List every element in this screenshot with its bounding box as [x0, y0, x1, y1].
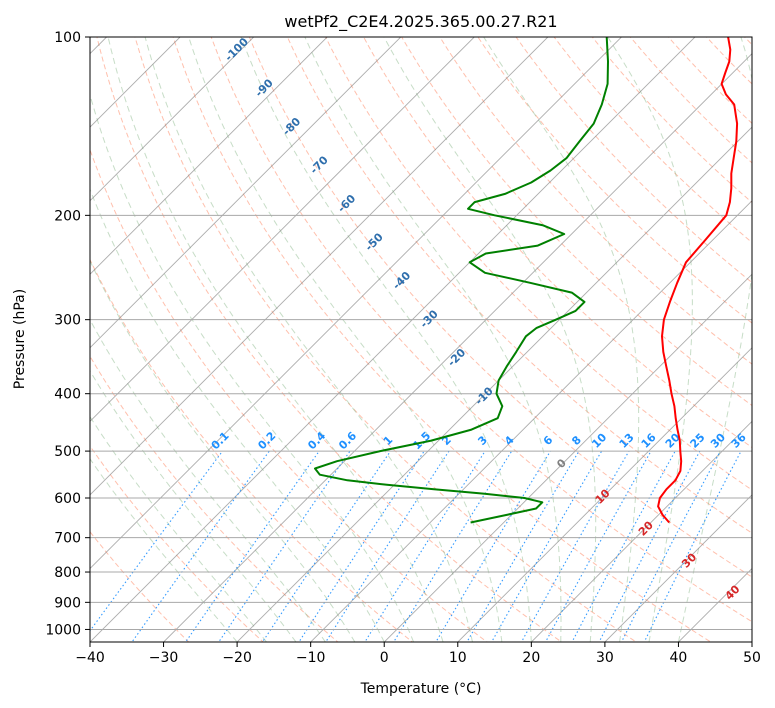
- moist-adiabat: [90, 415, 267, 642]
- mixing-ratio-line: [466, 450, 580, 642]
- moist-adiabat: [144, 37, 473, 642]
- mixing-ratio-line: [490, 450, 603, 642]
- moist-adiabat: [90, 318, 326, 642]
- dry-adiabat: [90, 258, 414, 642]
- moist-adiabat: [483, 37, 640, 642]
- isotherm: [90, 37, 549, 496]
- isotherm: [90, 37, 696, 642]
- x-axis-ticks: −40 −30 −20 −10 0 10 20 30 40 50: [75, 642, 761, 666]
- dry-adiabat: [248, 37, 752, 578]
- mixing-ratio-line: [298, 450, 425, 642]
- y-tick-label: 600: [54, 491, 81, 507]
- dry-adiabat: [172, 37, 712, 642]
- dry-adiabat: [286, 37, 752, 534]
- dry-adiabat: [134, 37, 638, 642]
- mixing-ratio-line: [131, 450, 270, 642]
- x-tick-label: 0: [380, 650, 389, 666]
- y-tick-label: 700: [54, 531, 81, 547]
- dry-adiabat: [553, 37, 752, 244]
- x-tick-label: 20: [522, 650, 540, 666]
- dry-adiabat: [90, 445, 264, 642]
- mixing-ratio-line: [184, 450, 320, 642]
- y-tick-label: 300: [54, 313, 81, 329]
- dry-adiabat: [667, 37, 752, 125]
- temperature-line: [657, 37, 739, 524]
- y-tick-label: 800: [54, 565, 81, 581]
- dry-adiabat: [324, 37, 752, 491]
- x-tick-label: −40: [75, 650, 105, 666]
- mixing-ratio-line: [643, 450, 742, 642]
- x-tick-label: 30: [596, 650, 614, 666]
- mixing-ratio-line: [325, 450, 450, 642]
- y-tick-label: 500: [54, 444, 81, 460]
- mixing-ratio-line: [218, 450, 351, 642]
- dry-adiabat: [90, 530, 190, 642]
- moist-adiabat: [90, 188, 385, 642]
- isotherm: [90, 37, 181, 128]
- x-tick-label: −10: [296, 650, 326, 666]
- moist-adiabat: [607, 37, 693, 642]
- y-tick-label: 900: [54, 595, 81, 611]
- reference-lines: [90, 37, 752, 642]
- isotherm: [90, 37, 623, 570]
- moist-adiabat: [240, 37, 532, 642]
- isotherm: [457, 347, 752, 642]
- x-axis-label: Temperature (°C): [360, 681, 482, 697]
- isotherm: [383, 273, 752, 642]
- isotherm: [90, 37, 255, 202]
- y-tick-label: 100: [54, 30, 81, 46]
- mixing-ratio-line: [544, 450, 652, 642]
- moist-adiabat: [107, 37, 444, 642]
- isotherm: [236, 126, 752, 642]
- y-tick-label: 1000: [45, 622, 81, 638]
- moist-adiabat: [383, 37, 597, 642]
- dry-adiabat: [477, 37, 752, 324]
- x-tick-label: 10: [449, 650, 467, 666]
- dry-adiabat: [96, 37, 563, 642]
- plot-frame: [89, 36, 753, 643]
- pressure-gridlines: [90, 37, 752, 630]
- moist-adiabat: [90, 369, 297, 642]
- dewpoint-line: [314, 37, 609, 524]
- isotherm: [90, 37, 328, 275]
- moist-adiabat: [90, 259, 356, 642]
- x-tick-label: −20: [222, 650, 252, 666]
- dry-adiabat: [90, 148, 488, 642]
- mixing-ratio-line: [435, 450, 551, 642]
- isotherm: [90, 37, 475, 423]
- dry-adiabat: [629, 37, 752, 164]
- isotherm: [530, 420, 752, 642]
- y-axis-ticks: 100 200 300 400 500 600 700 800 900 1000: [45, 30, 90, 638]
- isotherm: [90, 37, 402, 349]
- moist-adiabat: [304, 37, 562, 642]
- chart-title: wetPf2_C2E4.2025.365.00.27.R21: [284, 12, 557, 32]
- y-axis-label: Pressure (hPa): [12, 289, 28, 389]
- isotherm: [310, 200, 752, 642]
- isotherm: [604, 494, 752, 642]
- dry-adiabat: [363, 37, 752, 449]
- x-tick-label: 40: [670, 650, 688, 666]
- y-tick-label: 400: [54, 387, 81, 403]
- y-tick-label: 200: [54, 208, 81, 224]
- x-tick-label: −30: [149, 650, 179, 666]
- isotherm: [162, 52, 752, 642]
- x-tick-label: 50: [743, 650, 761, 666]
- moist-adiabat: [90, 457, 238, 642]
- mixing-ratio-line: [261, 450, 391, 642]
- moist-adiabat: [188, 37, 503, 642]
- sounding-lines: [314, 37, 739, 524]
- moist-adiabat: [677, 37, 752, 642]
- dry-adiabat: [401, 37, 752, 407]
- dry-adiabat: [210, 37, 752, 623]
